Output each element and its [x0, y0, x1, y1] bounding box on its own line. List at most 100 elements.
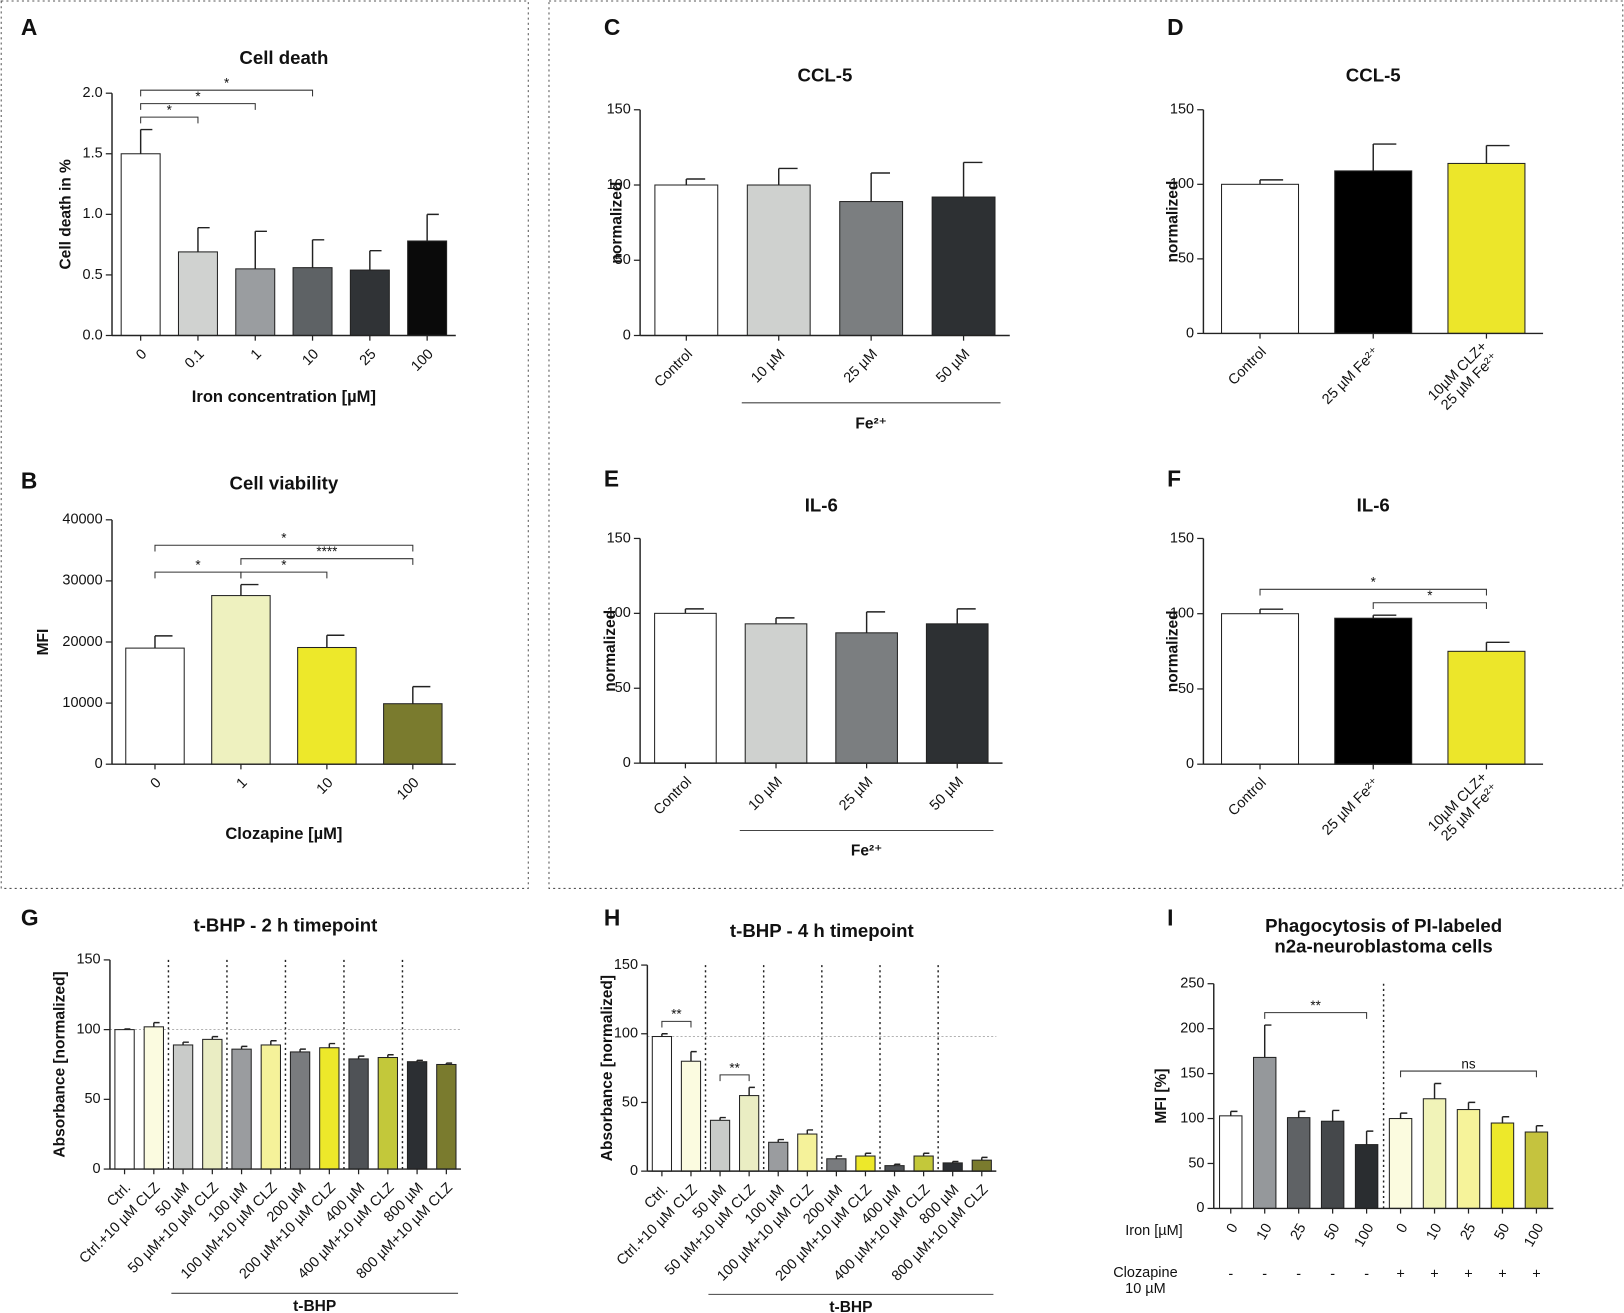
bar: [1252, 1056, 1277, 1209]
x-tick-label: 0: [133, 346, 150, 363]
significance-label: *: [195, 89, 201, 104]
error-bar: [326, 634, 345, 648]
y-tick-label: 50: [615, 680, 631, 696]
bar: [235, 268, 276, 337]
bar: [377, 1056, 399, 1170]
bar: [1447, 650, 1526, 765]
bar: [1354, 1144, 1379, 1209]
x-tick-label: 50: [1322, 1221, 1344, 1243]
chart-title: CCL-5: [798, 65, 853, 86]
x-tick-label: 10 µM: [746, 774, 786, 814]
panel-letter: I: [1167, 905, 1173, 931]
error-bar: [254, 230, 267, 269]
y-axis-label: normalized: [608, 182, 625, 264]
error-bar: [123, 1028, 131, 1030]
y-tick-label: 150: [607, 530, 631, 546]
significance-bracket: [140, 103, 256, 110]
x-tick-label: 10µM CLZ+25 µM Fe²⁺: [1425, 769, 1502, 846]
x-tick-label: 10µM CLZ+25 µM Fe²⁺: [1425, 339, 1502, 416]
error-bar: [922, 1152, 930, 1157]
bar: [1490, 1122, 1515, 1209]
y-tick-label: 2.0: [83, 85, 103, 101]
bar: [746, 184, 811, 337]
y-tick-label: 0: [1186, 756, 1194, 772]
error-bar: [893, 1163, 901, 1166]
bar: [797, 1133, 818, 1172]
x-tick-label: 25: [1288, 1221, 1310, 1243]
x-tick-label: 0: [1394, 1221, 1412, 1236]
y-tick-label: 0: [623, 327, 631, 343]
bar: [1221, 183, 1300, 334]
bar: [925, 623, 989, 764]
error-bar: [1263, 1024, 1272, 1058]
y-tick-label: 0.0: [83, 327, 103, 343]
x-axis-label: Iron concentration [µM]: [192, 387, 376, 406]
y-tick-label: 50: [615, 252, 631, 268]
chart-title: t-BHP - 2 h timepoint: [194, 915, 378, 936]
significance-label: *: [224, 76, 230, 91]
panel-letter: G: [21, 905, 39, 931]
clozapine-sign: +: [1396, 1267, 1404, 1283]
y-tick-label: 50: [1178, 681, 1194, 697]
error-bar: [870, 172, 891, 202]
y-tick-label: 0: [95, 756, 103, 772]
x-tick-label: 0: [148, 775, 165, 792]
bar: [260, 1044, 281, 1170]
y-tick-label: 0: [93, 1161, 101, 1177]
y-tick-label: 100: [1180, 1110, 1204, 1126]
error-bar: [719, 1116, 726, 1121]
error-bar: [153, 1021, 160, 1027]
bar: [1388, 1118, 1413, 1209]
x-tick-label: 100: [394, 775, 422, 803]
x-tick-label: 100: [408, 346, 436, 374]
bar: [884, 1165, 905, 1172]
significance-label: *: [167, 102, 173, 117]
bar: [1334, 170, 1413, 334]
bar: [1219, 1115, 1243, 1209]
error-bar: [416, 1059, 423, 1062]
bar: [1524, 1131, 1549, 1209]
bar: [114, 1029, 135, 1170]
error-bar: [240, 1045, 248, 1050]
bar: [942, 1162, 963, 1172]
group-label: Fe²⁺: [855, 416, 886, 433]
x-tick-label: Control: [1225, 775, 1269, 819]
significance-label: ****: [316, 544, 338, 559]
panel-letter: F: [1167, 465, 1181, 491]
bar: [1334, 617, 1413, 765]
bar: [931, 196, 996, 337]
panel-letter: B: [21, 468, 37, 494]
bar: [120, 153, 161, 337]
bar: [407, 240, 448, 337]
error-bar: [1467, 1101, 1476, 1110]
x-tick-label: 10: [314, 775, 337, 798]
bar: [1221, 613, 1300, 765]
error-bar: [270, 1040, 277, 1045]
x-tick-label: 100: [1521, 1221, 1547, 1250]
error-bar: [1259, 608, 1284, 614]
x-tick-label: 25 µM Fe²⁺: [1319, 775, 1383, 839]
chart-title: IL-6: [1357, 494, 1390, 515]
x-tick-label: 25: [1458, 1221, 1480, 1243]
bar: [1456, 1109, 1481, 1209]
y-axis-label: Absorbance [normalized]: [51, 971, 68, 1157]
error-bar: [1485, 144, 1510, 164]
significance-label: *: [195, 557, 201, 572]
panel-letter: H: [604, 905, 620, 931]
bar: [349, 269, 390, 337]
clozapine-sign: -: [1228, 1267, 1233, 1283]
significance-label: **: [729, 1060, 740, 1075]
x-tick-label: 10: [1424, 1221, 1446, 1243]
bar: [319, 1047, 340, 1170]
chart-title: t-BHP - 4 h timepoint: [730, 920, 914, 941]
error-bar: [775, 617, 795, 624]
bar: [839, 201, 904, 337]
clozapine-sign: +: [1430, 1267, 1438, 1283]
y-tick-label: 150: [76, 952, 100, 968]
error-bar: [426, 213, 439, 241]
significance-bracket: [719, 1074, 750, 1082]
panel-letter: E: [604, 465, 619, 491]
y-tick-label: 40000: [62, 512, 102, 528]
y-tick-label: 100: [1170, 176, 1194, 192]
bar: [709, 1119, 731, 1172]
